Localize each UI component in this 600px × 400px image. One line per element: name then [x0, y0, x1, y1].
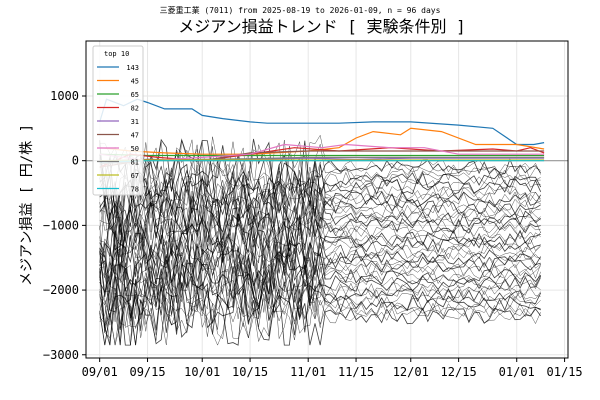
y-axis: 1000 0 −1000 −2000 −3000 — [43, 89, 86, 362]
x-tick-label: 12/15 — [441, 365, 477, 379]
background-line — [99, 242, 541, 319]
legend-label-78: 78 — [131, 186, 139, 194]
legend-label-67: 67 — [131, 172, 139, 180]
series-line-65 — [99, 153, 545, 157]
background-line — [99, 153, 541, 227]
y-tick-label: 1000 — [50, 89, 79, 103]
x-tick-label: 11/01 — [290, 365, 326, 379]
background-line — [99, 194, 541, 276]
x-tick-label: 01/01 — [499, 365, 535, 379]
series-line-78 — [99, 160, 545, 163]
legend-label-65: 65 — [131, 91, 139, 99]
series-line-50 — [99, 143, 545, 162]
x-tick-label: 10/01 — [184, 365, 220, 379]
background-line — [99, 247, 542, 309]
y-tick-label: 0 — [72, 154, 79, 168]
chart-title: メジアン損益トレンド [ 実験条件別 ] — [178, 17, 466, 36]
background-line — [99, 211, 541, 283]
legend-label-82: 82 — [131, 105, 139, 113]
legend-label-45: 45 — [131, 78, 139, 86]
background-line — [99, 143, 541, 207]
background-line — [99, 138, 542, 200]
background-line — [99, 251, 541, 329]
background-line — [99, 264, 541, 346]
background-line — [99, 240, 541, 319]
y-tick-label: −2000 — [43, 283, 79, 297]
background-line — [99, 257, 541, 327]
background-line — [99, 162, 541, 243]
y-tick-label: −1000 — [43, 218, 79, 232]
x-tick-label: 10/15 — [232, 365, 268, 379]
x-tick-label: 09/01 — [82, 365, 118, 379]
background-line — [99, 174, 541, 239]
background-line — [99, 187, 541, 258]
legend-label-81: 81 — [131, 159, 139, 167]
chart-suptitle: 三菱重工業 (7011) from 2025-08-19 to 2026-01-… — [160, 5, 441, 15]
series-line-67 — [99, 159, 545, 162]
y-axis-label: メジアン損益 [ 円/株 ] — [19, 124, 35, 286]
background-line — [99, 245, 541, 328]
x-tick-label: 12/01 — [393, 365, 429, 379]
legend-label-31: 31 — [131, 118, 139, 126]
x-tick-label: 11/15 — [338, 365, 374, 379]
plot-frame — [85, 40, 569, 359]
background-line — [99, 141, 541, 223]
y-tick-label: −3000 — [43, 348, 79, 362]
legend-title: top 10 — [104, 50, 129, 58]
background-line — [99, 232, 541, 313]
series-line-143 — [99, 98, 545, 146]
legend-label-143: 143 — [126, 64, 139, 72]
background-line — [99, 263, 542, 346]
x-tick-label: 09/15 — [129, 365, 165, 379]
background-line — [99, 271, 541, 346]
background-line — [99, 282, 542, 346]
background-series — [99, 134, 542, 346]
legend: top 10 143 45 65 82 31 47 50 81 67 78 — [92, 45, 144, 196]
series-lines — [99, 98, 545, 168]
background-line — [99, 200, 541, 272]
background-line — [99, 258, 541, 326]
x-axis: 09/01 09/15 10/01 10/15 11/01 11/15 12/01 12/15… — [82, 358, 583, 379]
background-line — [99, 276, 541, 346]
legend-label-50: 50 — [131, 145, 139, 153]
legend-label-47: 47 — [131, 132, 139, 140]
background-line — [99, 206, 541, 278]
series-line-45 — [99, 127, 545, 155]
x-tick-label: 01/15 — [547, 365, 583, 379]
